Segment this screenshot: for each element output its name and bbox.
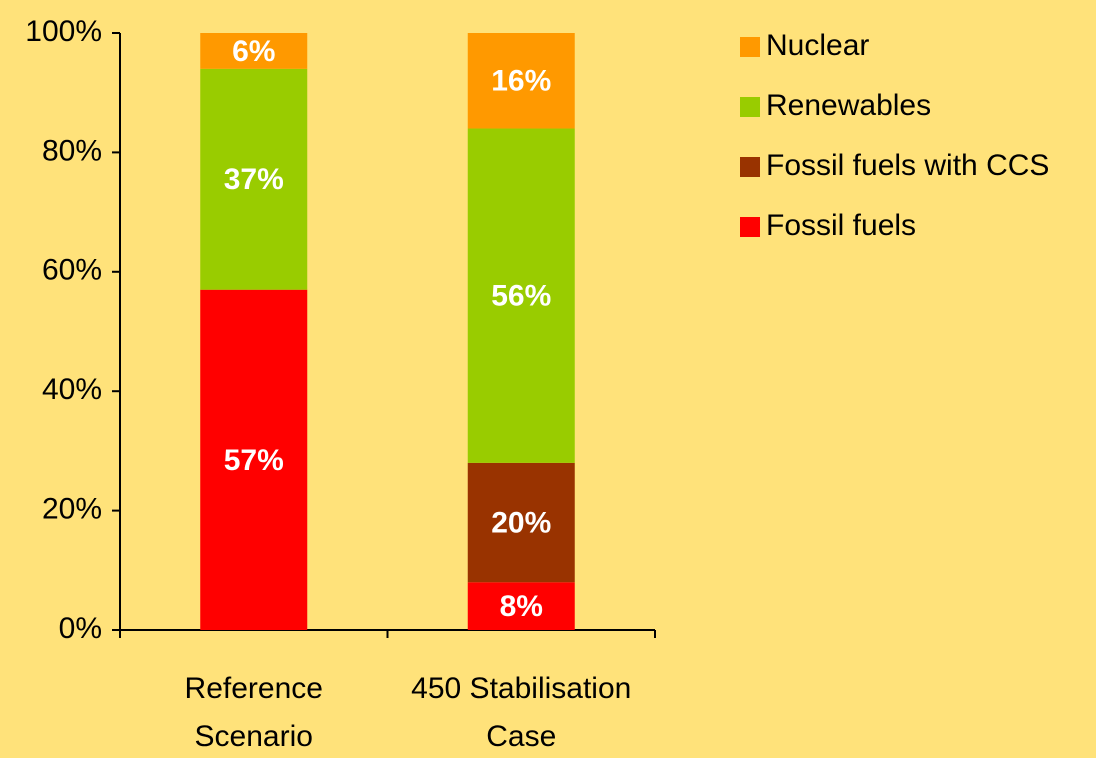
y-tick-label: 40% xyxy=(42,373,102,406)
bar-segment xyxy=(467,582,575,630)
legend-label: Nuclear xyxy=(766,29,869,62)
data-label: 20% xyxy=(491,506,551,539)
y-tick-label: 80% xyxy=(42,134,102,167)
data-label: 57% xyxy=(224,444,284,477)
bar-segment xyxy=(467,128,575,463)
legend-swatch xyxy=(740,217,760,237)
legend-swatch xyxy=(740,97,760,117)
data-label: 37% xyxy=(224,163,284,196)
bar-segment xyxy=(200,33,308,69)
legend-swatch xyxy=(740,157,760,177)
y-tick-label: 0% xyxy=(59,612,102,645)
data-label: 16% xyxy=(491,65,551,98)
bar-segment xyxy=(200,68,308,290)
bar-segment xyxy=(467,33,575,129)
legend-label: Renewables xyxy=(766,89,931,122)
data-label: 56% xyxy=(491,280,551,313)
y-tick-label: 20% xyxy=(42,493,102,526)
legend-label: Fossil fuels with CCS xyxy=(766,149,1049,182)
x-tick-label: Reference Scenario xyxy=(185,672,323,753)
bar-segment xyxy=(200,289,308,630)
data-label: 6% xyxy=(232,35,275,68)
x-tick-label: 450 Stabilisation Case xyxy=(411,672,631,753)
y-tick-label: 60% xyxy=(42,254,102,287)
y-tick-label: 100% xyxy=(25,15,102,48)
legend-label: Fossil fuels xyxy=(766,209,916,242)
legend-swatch xyxy=(740,37,760,57)
data-label: 8% xyxy=(500,590,543,623)
bar-segment xyxy=(467,462,575,583)
